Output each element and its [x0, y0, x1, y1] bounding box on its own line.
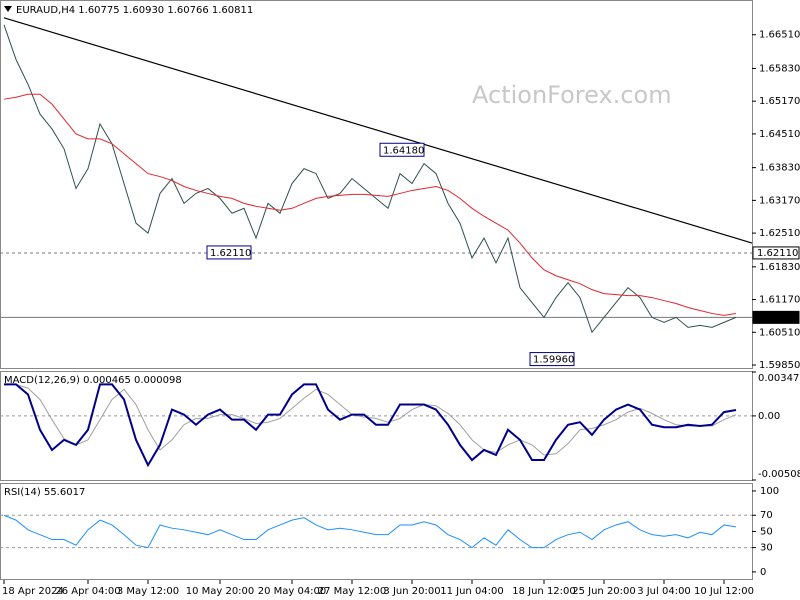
- price-label-box: [752, 246, 800, 260]
- y-tick-label: 1.60510: [759, 327, 800, 338]
- y-tick-label: 1.65170: [759, 96, 800, 107]
- y-tick-label: 0.003479: [758, 373, 800, 384]
- y-tick-label: 1.63830: [759, 163, 800, 174]
- y-tick-label: 1.65830: [759, 63, 800, 74]
- macd-line: [4, 383, 737, 468]
- macd-pane: [0, 371, 753, 481]
- x-tick-label: 26 Apr 04:00: [55, 586, 120, 597]
- y-tick-label: 1.59850: [759, 360, 800, 371]
- ma-line: [3, 93, 737, 316]
- y-tick-label: 0.00: [758, 411, 780, 422]
- x-tick-label: 3 May 12:00: [117, 586, 179, 597]
- price-pane: [0, 0, 753, 369]
- price-line: [3, 24, 737, 334]
- y-tick-label: 1.63170: [759, 195, 800, 206]
- y-tick-label: 1.64510: [759, 129, 800, 140]
- y-tick-label: 1.66510: [759, 30, 800, 41]
- watermark: ActionForex.com: [472, 81, 672, 109]
- x-tick-label: 18 Apr 2024: [2, 586, 64, 597]
- y-tick-label: 0: [760, 567, 766, 578]
- price-label-box: [752, 310, 800, 324]
- x-tick-label: 3 Jun 20:00: [383, 586, 440, 597]
- rsi-title: RSI(14) 55.6017: [4, 487, 85, 498]
- annotation-label: 1.59960: [533, 355, 574, 366]
- macd-title: MACD(12,26,9) 0.000465 0.000098: [4, 375, 182, 386]
- y-tick-label: 1.61170: [759, 295, 800, 306]
- annotation-label: 1.64180: [383, 145, 424, 156]
- y-tick-label: 50: [760, 526, 773, 537]
- annotation-box: [529, 352, 575, 367]
- y-tick-label: 30: [760, 543, 773, 554]
- x-tick-label: 3 Jul 04:00: [637, 586, 691, 597]
- y-tick-label: 1.62510: [759, 228, 800, 239]
- price-label: 1.62110: [757, 248, 798, 259]
- annotation-box: [206, 245, 252, 260]
- chart-title: EURAUD,H4 1.60775 1.60930 1.60766 1.6081…: [16, 5, 253, 16]
- menu-arrow: [4, 6, 12, 12]
- y-tick-label: 1.61830: [759, 262, 800, 273]
- y-tick-label: 70: [760, 510, 773, 521]
- rsi-line: [3, 514, 737, 549]
- x-tick-label: 10 May 20:00: [186, 586, 255, 597]
- y-tick-label: 100: [760, 486, 779, 497]
- x-tick-label: 25 Jun 20:00: [572, 586, 636, 597]
- x-tick-label: 18 Jun 12:00: [512, 586, 576, 597]
- x-tick-label: 11 Jun 04:00: [440, 586, 504, 597]
- signal-line: [4, 383, 737, 456]
- rsi-pane: [0, 483, 753, 580]
- x-tick-label: 10 Jul 12:00: [694, 586, 754, 597]
- annotation-label: 1.62110: [210, 248, 251, 259]
- trendline: [3, 17, 753, 244]
- x-tick-label: 20 May 04:00: [258, 586, 327, 597]
- x-tick-label: 27 May 12:00: [318, 586, 387, 597]
- price-label: 1.60811: [757, 312, 798, 323]
- annotation-box: [379, 142, 425, 157]
